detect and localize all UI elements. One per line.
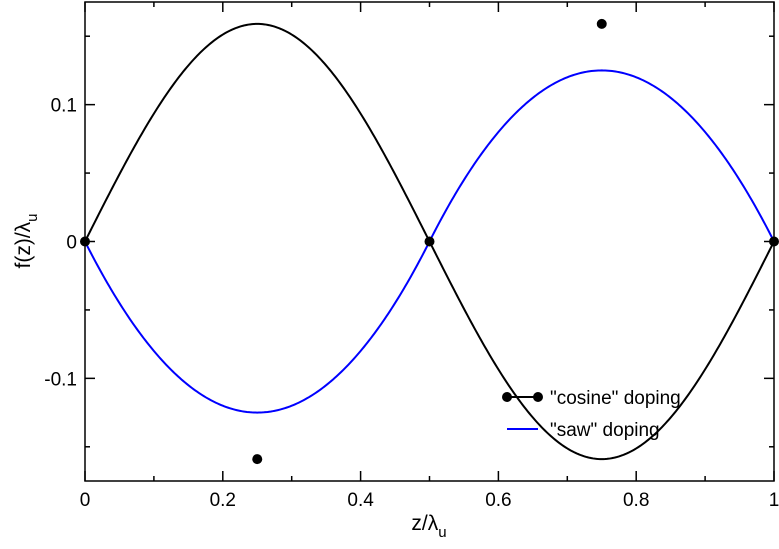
legend-label-cosine: "cosine" doping [550, 388, 681, 409]
x-tick-label: 0.4 [347, 490, 374, 511]
legend-marker-cosine-right [533, 392, 543, 402]
y-tick-label: -0.1 [44, 369, 77, 390]
legend-label-saw: "saw" doping [550, 420, 660, 441]
data-point-cosine [769, 236, 779, 247]
y-tick-labels: -0.1 0 0.1 [44, 96, 77, 391]
data-point-cosine [252, 454, 263, 465]
y-axis-title: f(z)/λu [12, 214, 41, 269]
x-tick-label: 0.2 [210, 490, 236, 511]
y-tick-label: 0 [66, 233, 77, 254]
x-tick-label: 0 [80, 490, 91, 511]
series-markers [80, 18, 779, 465]
x-axis-title: z/λu [411, 512, 446, 541]
legend-marker-cosine-left [502, 392, 512, 402]
x-tick-label: 0.6 [485, 490, 511, 511]
data-point-cosine [424, 236, 435, 247]
data-point-cosine [80, 236, 90, 247]
x-tick-labels: 0 0.2 0.4 0.6 0.8 1 [80, 490, 779, 511]
x-tick-label: 1 [769, 490, 779, 511]
legend: "cosine" doping "saw" doping [502, 388, 681, 441]
y-tick-label: 0.1 [51, 96, 77, 117]
x-tick-label: 0.8 [623, 490, 649, 511]
data-point-cosine [596, 18, 607, 29]
